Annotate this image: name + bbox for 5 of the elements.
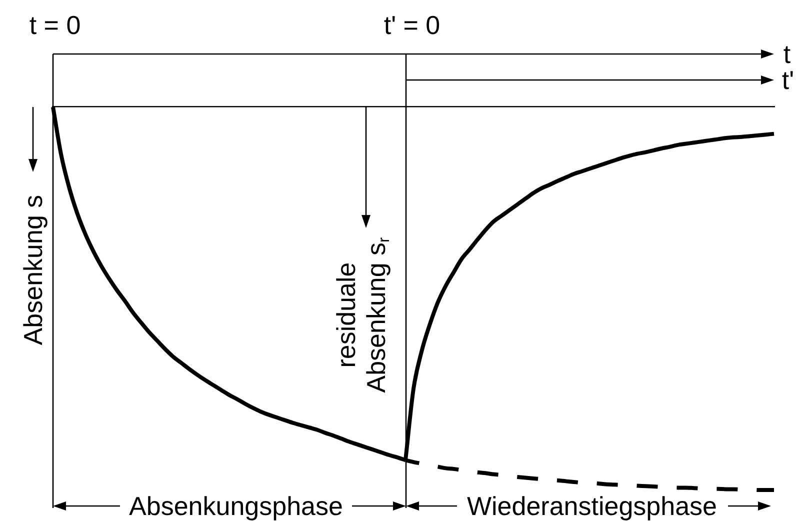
text: Absenkungsphase: [129, 491, 343, 521]
y-axis-title: Absenkung s: [18, 194, 48, 346]
text: t' = 0: [384, 10, 440, 40]
text: Wiederanstiegsphase: [466, 491, 718, 521]
text: t = 0: [29, 10, 81, 40]
